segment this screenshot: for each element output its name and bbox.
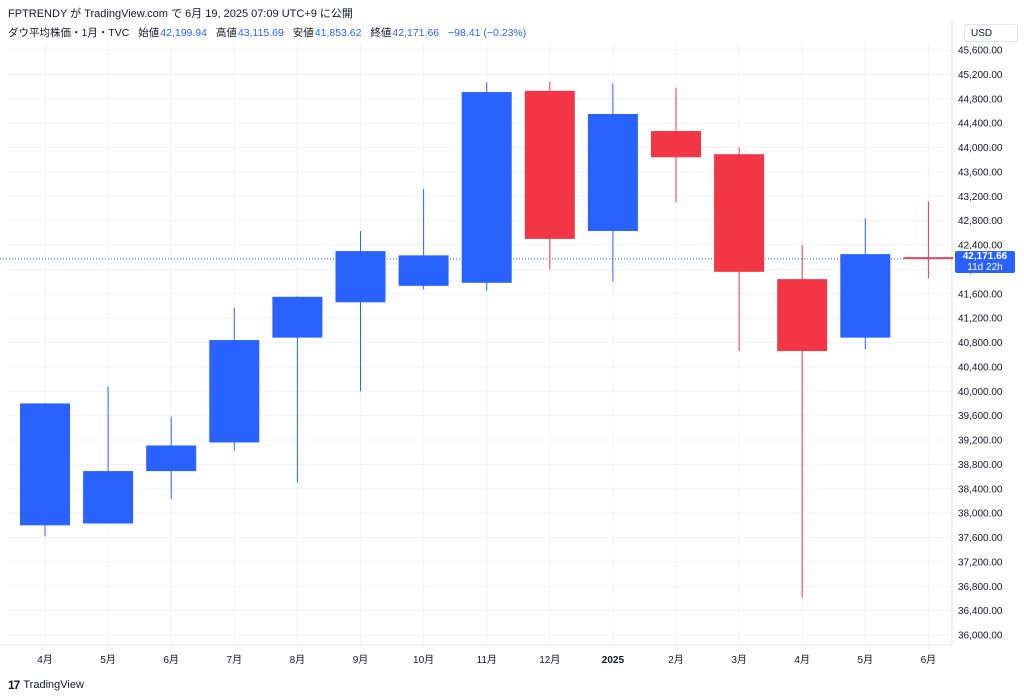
candle-body xyxy=(146,445,197,472)
y-tick-label: 41,200.00 xyxy=(958,314,1003,325)
low-value: 41,853.62 xyxy=(314,27,362,39)
y-tick-label: 44,000.00 xyxy=(958,143,1003,154)
tradingview-logo[interactable]: 17 TradingView xyxy=(8,678,84,692)
y-tick-label: 39,200.00 xyxy=(958,436,1003,447)
candle-body xyxy=(398,255,449,286)
ohlc-legend: ダウ平均株価・1月・TVC 始値42,199.94 高値43,115.69 安値… xyxy=(8,25,532,40)
candle-body xyxy=(524,90,575,239)
bar-countdown: 11d 22h xyxy=(967,261,1003,273)
brand-label: TradingView xyxy=(23,679,84,691)
x-tick-label: 10月 xyxy=(413,654,434,666)
candle-body xyxy=(335,251,386,303)
x-tick-label: 2025 xyxy=(602,655,625,666)
high-label: 高値 xyxy=(215,27,237,39)
x-tick-label: 5月 xyxy=(100,654,116,666)
y-tick-label: 43,600.00 xyxy=(958,167,1003,178)
y-tick-label: 44,400.00 xyxy=(958,119,1003,130)
y-tick-label: 40,000.00 xyxy=(958,387,1003,398)
low-label: 安値 xyxy=(292,27,314,39)
x-tick-label: 12月 xyxy=(539,654,560,666)
y-tick-label: 36,400.00 xyxy=(958,606,1003,617)
y-tick-label: 41,600.00 xyxy=(958,289,1003,300)
y-tick-label: 42,800.00 xyxy=(958,216,1003,227)
last-price-value: 42,171.66 xyxy=(962,250,1008,262)
y-tick-label: 38,000.00 xyxy=(958,509,1003,520)
open-label: 始値 xyxy=(138,27,160,39)
x-tick-label: 7月 xyxy=(227,654,243,666)
y-tick-label: 42,400.00 xyxy=(958,241,1003,252)
y-tick-label: 44,800.00 xyxy=(958,94,1003,105)
y-tick-label: 39,600.00 xyxy=(958,411,1003,422)
change-value: −98.41 (−0.23%) xyxy=(448,27,527,39)
x-tick-label: 9月 xyxy=(353,654,369,666)
x-tick-label: 11月 xyxy=(477,654,497,666)
close-label: 終値 xyxy=(370,27,392,39)
y-tick-label: 37,600.00 xyxy=(958,533,1003,544)
y-tick-label: 38,400.00 xyxy=(958,484,1003,495)
currency-selector[interactable]: USD xyxy=(964,24,1018,42)
y-tick-label: 38,800.00 xyxy=(958,460,1003,471)
candle-body xyxy=(83,471,134,524)
x-tick-label: 6月 xyxy=(163,654,179,666)
candle-body xyxy=(272,296,323,338)
y-tick-label: 36,000.00 xyxy=(958,631,1003,642)
x-tick-label: 5月 xyxy=(858,654,874,666)
candle-body xyxy=(903,257,954,259)
y-tick-label: 40,400.00 xyxy=(958,362,1003,373)
symbol-label[interactable]: ダウ平均株価・1月・TVC xyxy=(8,27,130,39)
x-tick-label: 3月 xyxy=(731,654,747,666)
candle-body xyxy=(714,154,765,272)
candle-body xyxy=(461,92,512,283)
close-value: 42,171.66 xyxy=(392,27,440,39)
high-value: 43,115.69 xyxy=(237,27,284,39)
open-value: 42,199.94 xyxy=(160,27,207,39)
x-tick-label: 6月 xyxy=(921,654,937,666)
y-tick-label: 45,200.00 xyxy=(958,70,1003,81)
y-tick-label: 36,800.00 xyxy=(958,582,1003,593)
y-tick-label: 45,600.00 xyxy=(958,46,1003,57)
publish-info: FPTRENDY が TradingView.com で 6月 19, 2025… xyxy=(8,8,353,20)
candle-body xyxy=(651,131,701,158)
x-tick-label: 2月 xyxy=(668,654,684,666)
candle-body xyxy=(587,113,638,231)
x-tick-label: 4月 xyxy=(794,654,810,666)
candle-body xyxy=(209,340,260,443)
y-tick-label: 37,200.00 xyxy=(958,557,1003,568)
x-tick-label: 8月 xyxy=(290,654,306,666)
y-tick-label: 43,200.00 xyxy=(958,192,1003,203)
candle-body xyxy=(840,254,891,338)
y-tick-label: 40,800.00 xyxy=(958,338,1003,349)
tradingview-icon: 17 xyxy=(8,678,20,692)
candle-body xyxy=(777,279,828,352)
x-tick-label: 4月 xyxy=(37,654,53,666)
last-price-tag: 42,171.66 11d 22h xyxy=(955,250,1015,273)
candle-body xyxy=(20,403,70,526)
